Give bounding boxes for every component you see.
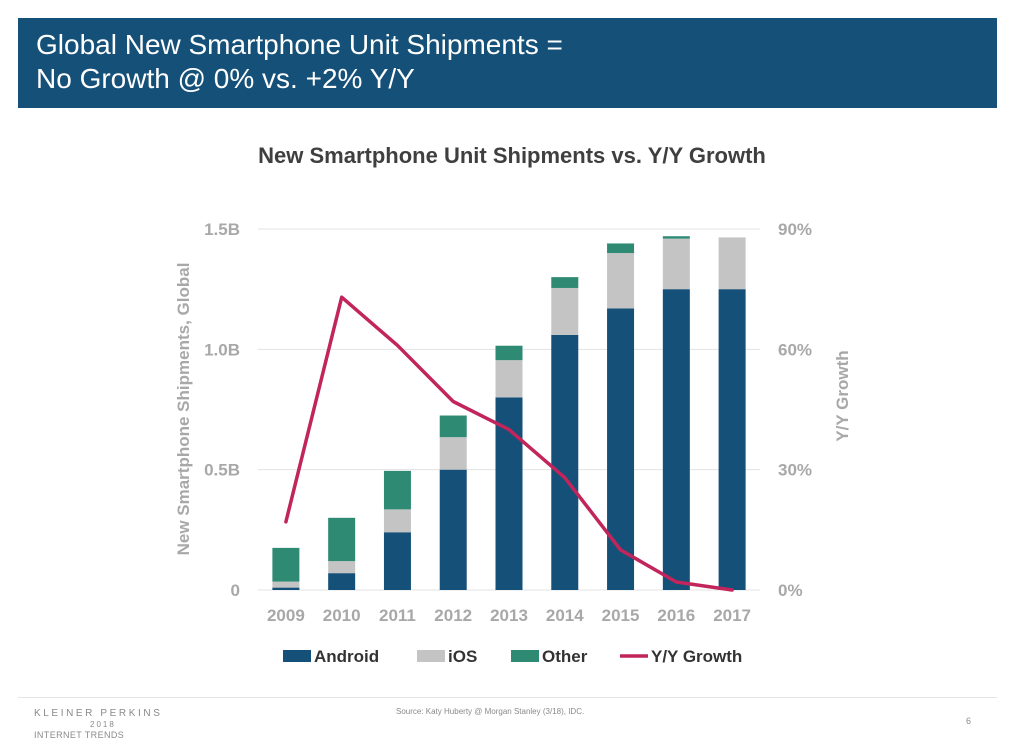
logo-line3: INTERNET TRENDS: [34, 730, 125, 740]
bar-other-2009: [272, 547, 300, 582]
x-tick-label: 2013: [490, 606, 528, 625]
kp-logo: KLEINER PERKINS 2018 INTERNET TRENDS: [34, 708, 162, 741]
bar-ios-2014: [551, 287, 579, 335]
axis-labels: 0 0.5B 1.0B 1.5B 0% 30% 60% 90% 2009 2010 2011 2012…: [174, 220, 852, 625]
y2-axis-title: Y/Y Growth: [833, 350, 852, 441]
bar-android-2009: [272, 587, 300, 590]
bar-ios-2015: [607, 253, 635, 309]
legend-label-android: Android: [314, 647, 379, 666]
bar-android-2015: [607, 308, 635, 590]
chart-title: New Smartphone Unit Shipments vs. Y/Y Gr…: [258, 143, 766, 168]
x-tick-label: 2017: [713, 606, 751, 625]
y2-tick-label: 30%: [778, 461, 812, 480]
y2-tick-label: 0%: [778, 581, 803, 600]
bar-android-2012: [439, 469, 467, 590]
legend-label-other: Other: [542, 647, 588, 666]
logo-line1: KLEINER PERKINS: [34, 708, 163, 719]
x-tick-label: 2015: [602, 606, 640, 625]
y2-tick-label: 90%: [778, 220, 812, 239]
legend-label-yygrowth: Y/Y Growth: [651, 647, 742, 666]
y-tick-label: 0: [231, 581, 240, 600]
bar-ios-2016: [662, 238, 690, 290]
bar-ios-2013: [495, 360, 523, 398]
growth-line: [284, 295, 734, 592]
bar-ios-2010: [328, 561, 356, 574]
x-tick-label: 2012: [434, 606, 472, 625]
legend: Android iOS Other Y/Y Growth: [283, 647, 742, 666]
x-tick-label: 2016: [657, 606, 695, 625]
legend-swatch-android: [283, 650, 311, 662]
bar-other-2013: [495, 345, 523, 361]
bar-android-2017: [718, 289, 746, 590]
bar-android-2016: [662, 289, 690, 590]
bar-other-2014: [551, 277, 579, 288]
slide-title-line2: No Growth @ 0% vs. +2% Y/Y: [36, 63, 415, 94]
page-number: 6: [966, 716, 972, 726]
legend-label-ios: iOS: [448, 647, 477, 666]
y-tick-label: 0.5B: [204, 461, 240, 480]
bar-ios-2009: [272, 581, 300, 588]
source-note: Source: Katy Huberty @ Morgan Stanley (3…: [396, 707, 585, 716]
bar-other-2016: [662, 236, 690, 239]
growth-line-layer: [284, 295, 734, 592]
y2-tick-label: 60%: [778, 340, 812, 359]
footer-divider: [18, 697, 997, 698]
x-tick-label: 2009: [267, 606, 305, 625]
y-axis-title: New Smartphone Shipments, Global: [174, 263, 193, 556]
bar-android-2014: [551, 334, 579, 590]
bar-android-2010: [328, 573, 356, 590]
slide-header: Global New Smartphone Unit Shipments = N…: [18, 18, 997, 108]
legend-swatch-ios: [417, 650, 445, 662]
x-tick-label: 2011: [379, 606, 416, 625]
logo-line2: 2018: [90, 720, 116, 729]
x-tick-label: 2010: [323, 606, 361, 625]
bar-other-2011: [383, 470, 411, 510]
slide-title-line1: Global New Smartphone Unit Shipments =: [36, 29, 563, 60]
bar-ios-2012: [439, 437, 467, 470]
legend-swatch-other: [511, 650, 539, 662]
bar-other-2015: [607, 243, 635, 254]
bar-ios-2017: [718, 237, 746, 290]
bars: [272, 236, 746, 590]
bar-other-2012: [439, 415, 467, 438]
bar-android-2011: [383, 532, 411, 590]
y-tick-label: 1.0B: [204, 340, 240, 359]
y-tick-label: 1.5B: [204, 220, 240, 239]
bar-ios-2011: [383, 509, 411, 533]
bar-other-2010: [328, 517, 356, 562]
x-tick-label: 2014: [546, 606, 584, 625]
